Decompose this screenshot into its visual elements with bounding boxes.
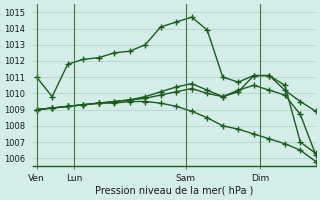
X-axis label: Pression niveau de la mer( hPa ): Pression niveau de la mer( hPa ): [95, 186, 253, 196]
